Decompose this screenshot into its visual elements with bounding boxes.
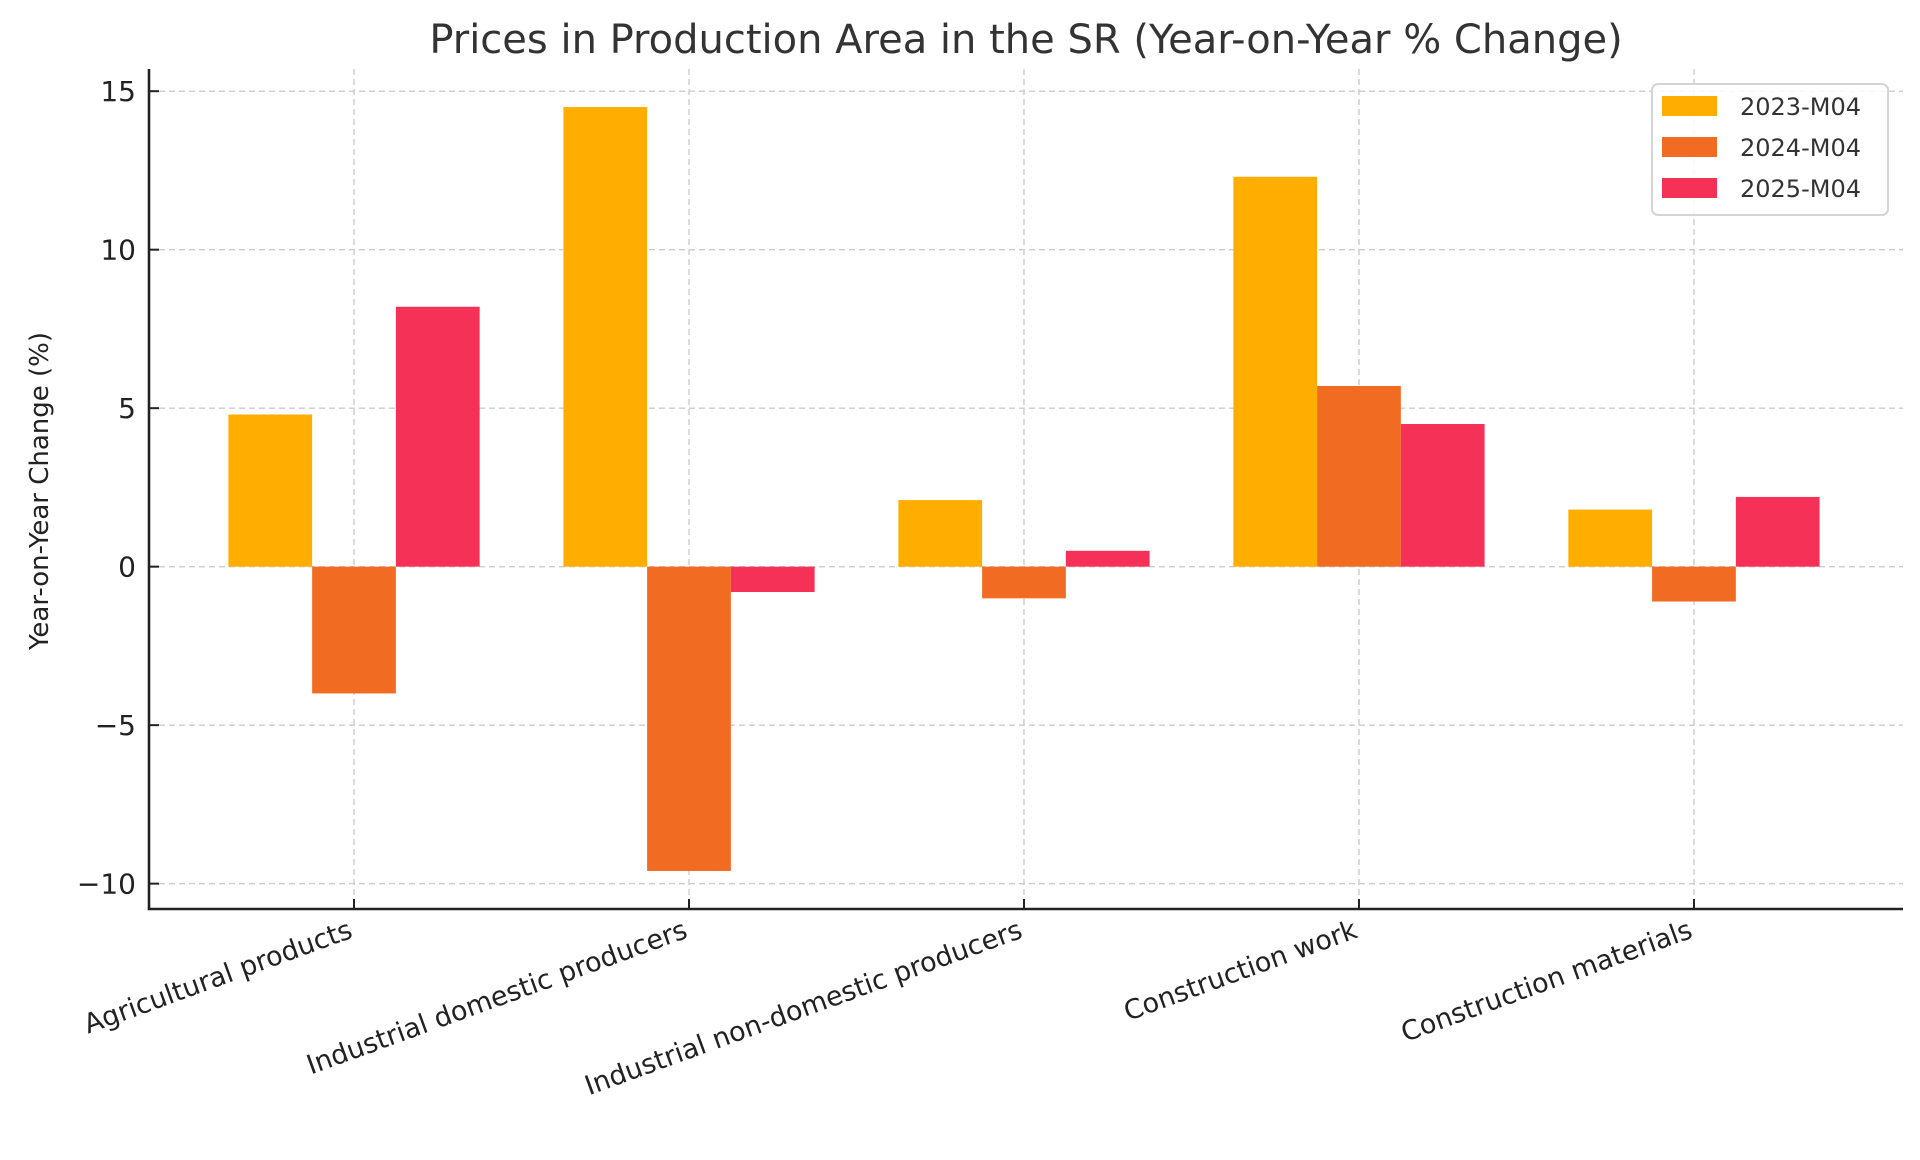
chart-title: Prices in Production Area in the SR (Yea… — [429, 17, 1622, 63]
bar-2025-m04-construction-materials — [1735, 496, 1820, 567]
x-tick-label: Agricultural products — [80, 914, 357, 1040]
bar-2024-m04-agricultural-products — [312, 566, 396, 694]
bar-2024-m04-construction-materials — [1652, 566, 1736, 602]
bar-2023-m04-construction-materials — [1568, 509, 1653, 567]
y-tick-label: −10 — [77, 868, 136, 901]
legend-label: 2025-M04 — [1740, 175, 1861, 203]
y-tick-label: 5 — [118, 392, 136, 425]
bar-2025-m04-construction-work — [1400, 424, 1485, 567]
y-tick-label: 0 — [118, 551, 136, 584]
bar-2023-m04-industrial-non-domestic-producers — [898, 500, 983, 567]
axes — [147, 69, 1903, 911]
bar-2023-m04-agricultural-products — [228, 414, 313, 567]
legend-swatch — [1662, 178, 1717, 198]
x-tick-label: Construction work — [1120, 914, 1362, 1027]
bar-2023-m04-industrial-domestic-producers — [563, 107, 648, 567]
legend-swatch — [1662, 137, 1717, 157]
bars — [228, 107, 1820, 871]
bar-2023-m04-construction-work — [1233, 176, 1318, 567]
y-tick-label: 10 — [100, 234, 136, 267]
bar-2025-m04-industrial-non-domestic-producers — [1065, 550, 1150, 567]
bar-2025-m04-agricultural-products — [395, 306, 480, 567]
legend-label: 2024-M04 — [1740, 134, 1861, 162]
legend-swatch — [1662, 96, 1717, 116]
y-axis-ticks: −10 −5 0 5 10 15 — [77, 75, 159, 901]
legend: 2023-M04 2024-M04 2025-M04 — [1651, 83, 1889, 216]
y-tick-label: 15 — [100, 75, 136, 108]
y-tick-label: −5 — [95, 709, 136, 742]
x-tick-label: Construction materials — [1397, 914, 1696, 1048]
bar-2025-m04-industrial-domestic-producers — [730, 566, 815, 593]
bar-2024-m04-industrial-non-domestic-producers — [982, 566, 1066, 599]
legend-label: 2023-M04 — [1740, 93, 1861, 121]
bar-2024-m04-construction-work — [1317, 385, 1401, 567]
y-axis-label: Year-on-Year Change (%) — [25, 332, 55, 651]
bar-2024-m04-industrial-domestic-producers — [647, 566, 731, 871]
